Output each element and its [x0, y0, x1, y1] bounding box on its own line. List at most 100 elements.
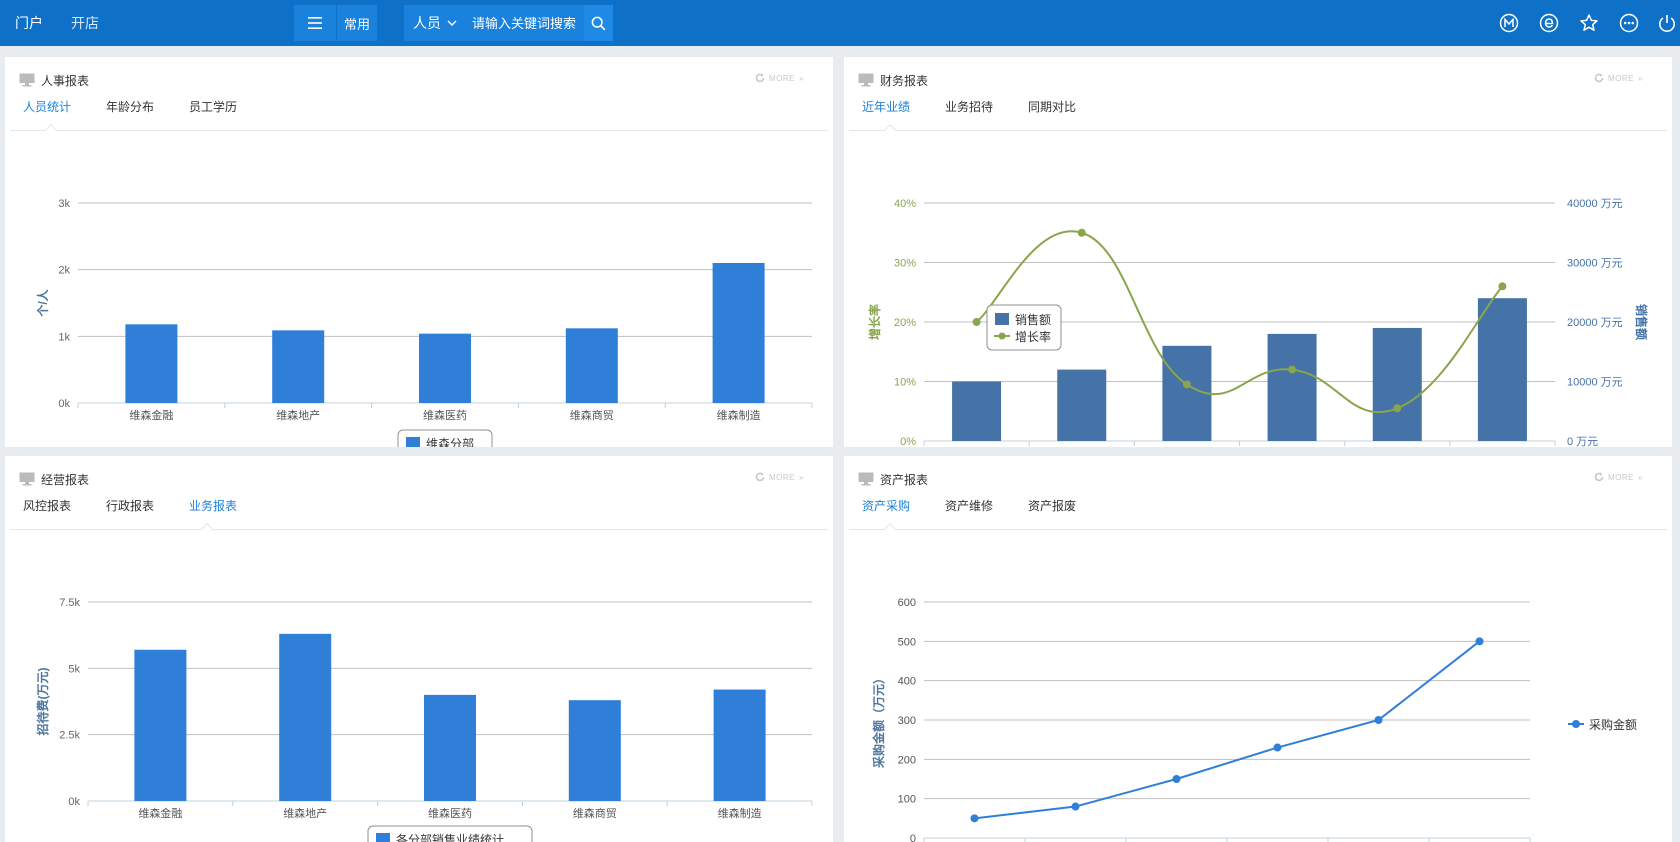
assets-line-chart: 01002003004005006002009年2010年2011年2012年2…	[871, 597, 1637, 842]
bar	[1477, 298, 1527, 441]
common-button[interactable]: 常用	[337, 5, 377, 41]
assets-tabs: 资产采购 资产维修 资产报废	[858, 498, 1107, 526]
line-point	[1071, 802, 1080, 811]
legend-label: 维森分部	[426, 436, 474, 447]
tab-administration[interactable]: 行政报表	[106, 499, 155, 513]
line-point	[1393, 404, 1402, 413]
bar	[1372, 327, 1422, 441]
more-label: MORE	[769, 73, 795, 83]
menu-button[interactable]	[294, 5, 336, 41]
line-point	[1475, 637, 1484, 646]
y-axis-title: 个/人	[35, 288, 50, 317]
tab-divider	[849, 130, 1667, 131]
y-left-tick-label: 0%	[900, 436, 916, 447]
tab-year-comparison[interactable]: 同期对比	[1028, 100, 1077, 114]
ops-report-panel: 经营报表 MORE » 风控报表 行政报表 业务报表 0k 2.5k 5k 7.5k 维森…	[5, 456, 833, 842]
tab-asset-purchase[interactable]: 资产采购	[862, 499, 911, 513]
more-options-icon[interactable]	[1618, 12, 1640, 34]
legend-swatch	[995, 313, 1009, 325]
bar	[419, 333, 471, 403]
browser-e-icon[interactable]	[1538, 12, 1560, 34]
y-right-axis-title: 销售额	[1634, 304, 1649, 340]
legend-label: 采购金额	[1589, 717, 1637, 732]
tab-business-report[interactable]: 业务报表	[189, 499, 238, 513]
y-tick-label: 200	[898, 754, 916, 766]
double-chevron-icon: »	[1638, 472, 1643, 482]
x-tick-label: 维森地产	[276, 408, 320, 422]
bar	[134, 649, 187, 801]
y-axis-title: 招待费(万元)	[35, 668, 50, 736]
more-label: MORE	[769, 472, 795, 482]
bar	[1162, 345, 1212, 441]
bar	[125, 324, 178, 403]
tab-age-distribution[interactable]: 年龄分布	[106, 100, 155, 114]
bar	[568, 700, 621, 801]
nav-open-store[interactable]: 开店	[71, 15, 99, 31]
search-input[interactable]	[466, 5, 584, 41]
y-tick-label: 100	[898, 794, 916, 806]
refresh-icon	[1594, 73, 1604, 83]
y-left-tick-label: 30%	[894, 258, 916, 270]
finance-tabs: 近年业绩 业务招待 同期对比	[858, 99, 1107, 127]
line-point	[1172, 775, 1181, 783]
star-icon[interactable]	[1578, 12, 1600, 34]
active-tab-caret	[45, 124, 57, 131]
panel-title: 资产报表	[880, 472, 929, 487]
more-link[interactable]: MORE »	[755, 73, 804, 83]
more-link[interactable]: MORE »	[1594, 472, 1643, 482]
tab-risk-control[interactable]: 风控报表	[23, 499, 72, 513]
tab-staff-stats[interactable]: 人员统计	[23, 100, 72, 114]
bar	[565, 328, 618, 403]
bar	[1057, 369, 1107, 441]
line-series	[975, 230, 1504, 414]
panel-header: 经营报表	[19, 470, 89, 488]
y-left-tick-label: 20%	[894, 317, 916, 329]
search-button[interactable]	[584, 5, 613, 41]
x-tick-label: 2012年	[1274, 446, 1309, 447]
bar	[424, 694, 476, 801]
more-link[interactable]: MORE »	[755, 472, 804, 482]
x-tick-label: 维森制造	[717, 408, 761, 422]
tab-divider	[849, 529, 1667, 530]
tab-education[interactable]: 员工学历	[189, 100, 238, 114]
x-tick-label: 2009年	[959, 446, 994, 447]
panel-header: 资产报表	[858, 470, 928, 488]
y-tick-label: 400	[898, 676, 916, 688]
bar	[713, 689, 766, 801]
y-tick-label: 0k	[58, 398, 70, 410]
y-left-tick-label: 40%	[894, 198, 916, 210]
panel-title: 财务报表	[880, 73, 929, 88]
legend-line-marker	[998, 332, 1006, 340]
search-type-dropdown[interactable]: 人员	[404, 5, 466, 41]
m-icon[interactable]	[1498, 12, 1520, 34]
bar	[1267, 333, 1317, 441]
tab-business-hospitality[interactable]: 业务招待	[945, 100, 994, 114]
line-point	[1498, 282, 1507, 291]
panel-header: 人事报表	[19, 71, 89, 89]
hr-tabs: 人员统计 年龄分布 员工学历	[19, 99, 268, 127]
more-label: MORE	[1608, 73, 1634, 83]
x-tick-label: 维森金融	[129, 408, 173, 422]
tab-asset-repair[interactable]: 资产维修	[945, 499, 994, 513]
tab-asset-scrap[interactable]: 资产报废	[1028, 499, 1077, 513]
tab-recent-performance[interactable]: 近年业绩	[862, 100, 911, 114]
bar	[272, 330, 325, 403]
power-icon[interactable]	[1656, 12, 1678, 34]
y-left-tick-label: 10%	[894, 377, 916, 389]
x-tick-label: 维森制造	[718, 806, 762, 820]
more-link[interactable]: MORE »	[1594, 73, 1643, 83]
y-tick-label: 7.5k	[59, 597, 80, 609]
search-icon	[591, 16, 606, 30]
legend-line-marker	[1572, 720, 1580, 728]
x-tick-label: 维森商贸	[573, 806, 617, 820]
y-tick-label: 5k	[68, 663, 80, 675]
x-tick-label: 维森医药	[423, 408, 467, 422]
legend-box	[397, 429, 493, 447]
tab-divider	[10, 529, 828, 530]
bar	[952, 381, 1002, 441]
nav-portal[interactable]: 门户	[15, 15, 43, 31]
legend-label: 各分部销售业绩统计	[396, 832, 504, 842]
line-point	[970, 814, 979, 823]
finance-combo-chart: 0% 0 万元 10% 10000 万元 20% 20000 万元 30% 30000 万元 4…	[867, 198, 1649, 447]
